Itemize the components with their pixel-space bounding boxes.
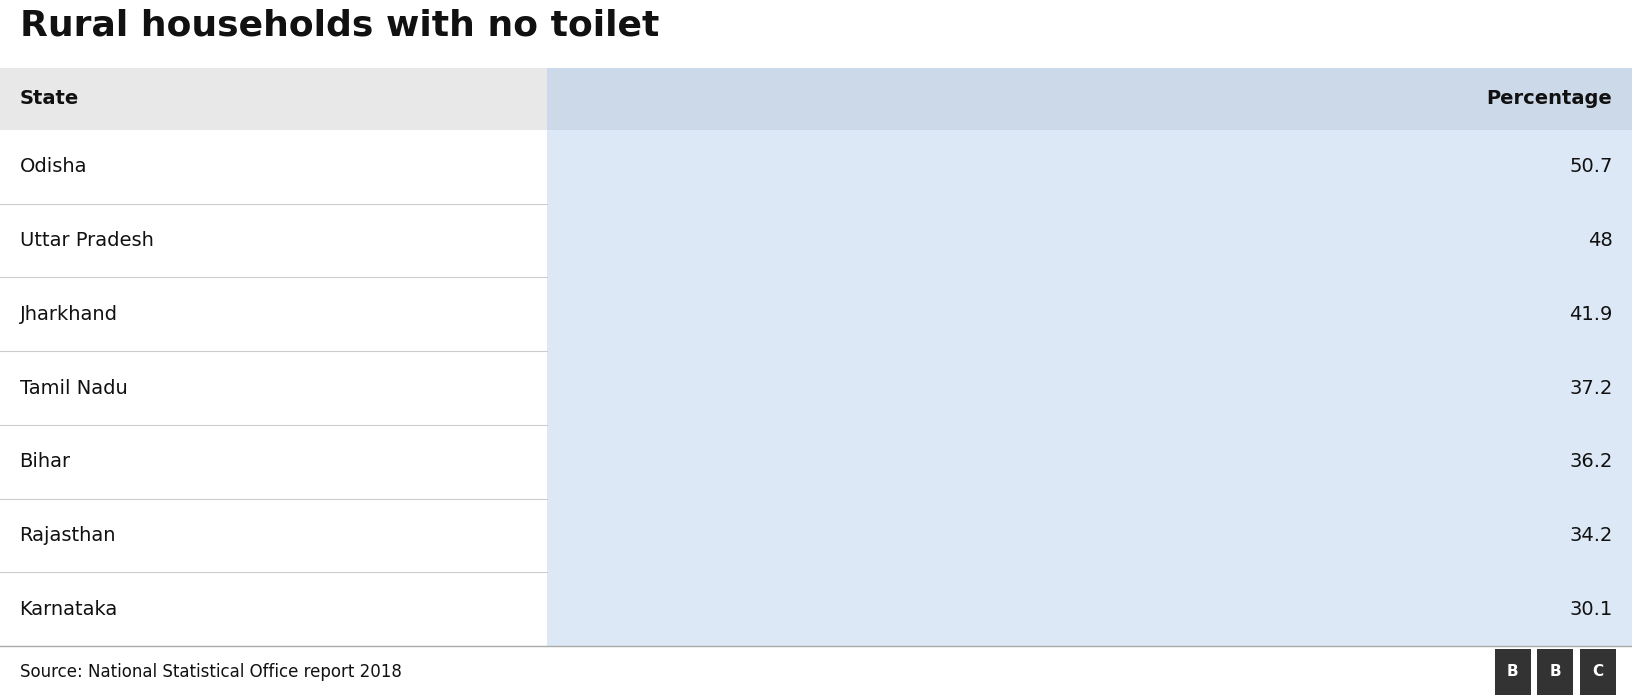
- Text: Uttar Pradesh: Uttar Pradesh: [20, 231, 153, 250]
- Bar: [0, 277, 547, 351]
- Text: 37.2: 37.2: [1568, 378, 1612, 397]
- Text: Tamil Nadu: Tamil Nadu: [20, 378, 127, 397]
- Text: Rural households with no toilet: Rural households with no toilet: [20, 8, 659, 42]
- Text: B: B: [1549, 664, 1562, 679]
- Bar: [0, 68, 547, 130]
- Text: 36.2: 36.2: [1568, 452, 1612, 471]
- Text: Source: National Statistical Office report 2018: Source: National Statistical Office repo…: [20, 663, 401, 681]
- Text: Karnataka: Karnataka: [20, 600, 118, 618]
- FancyBboxPatch shape: [1495, 649, 1531, 695]
- Bar: [0, 351, 547, 425]
- Bar: [547, 277, 1632, 351]
- Bar: [547, 498, 1632, 572]
- Text: 50.7: 50.7: [1568, 157, 1612, 177]
- Bar: [547, 68, 1632, 130]
- FancyBboxPatch shape: [1580, 649, 1616, 695]
- Bar: [0, 204, 547, 277]
- Text: Bihar: Bihar: [20, 452, 70, 471]
- Text: B: B: [1506, 664, 1519, 679]
- Bar: [547, 425, 1632, 498]
- Bar: [0, 425, 547, 498]
- Text: 34.2: 34.2: [1568, 526, 1612, 545]
- Bar: [0, 498, 547, 572]
- Text: Jharkhand: Jharkhand: [20, 305, 118, 324]
- Bar: [0, 572, 547, 646]
- Bar: [0, 130, 547, 204]
- Text: State: State: [20, 89, 78, 108]
- Bar: [547, 572, 1632, 646]
- Bar: [547, 204, 1632, 277]
- Text: Odisha: Odisha: [20, 157, 86, 177]
- Bar: [547, 351, 1632, 425]
- Text: Rajasthan: Rajasthan: [20, 526, 116, 545]
- Text: Percentage: Percentage: [1487, 89, 1612, 108]
- Bar: [547, 130, 1632, 204]
- Text: 48: 48: [1588, 231, 1612, 250]
- Text: C: C: [1593, 664, 1603, 679]
- Text: 30.1: 30.1: [1568, 600, 1612, 618]
- FancyBboxPatch shape: [1537, 649, 1573, 695]
- Text: 41.9: 41.9: [1568, 305, 1612, 324]
